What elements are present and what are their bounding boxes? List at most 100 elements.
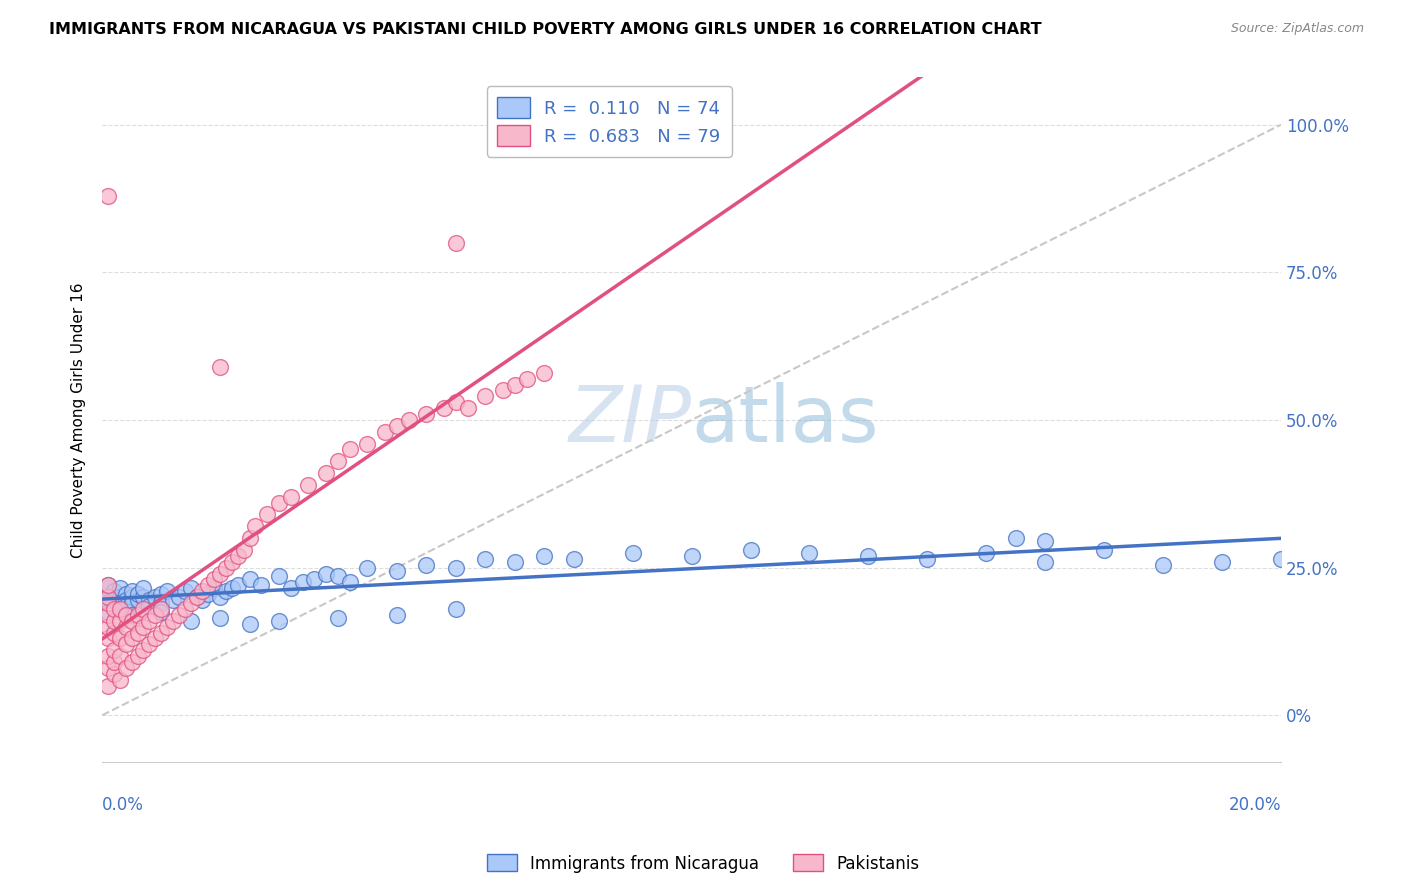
Point (103, 593, 125, 607)
Point (150, 596, 173, 610)
Point (97, 632, 120, 646)
Point (97, 605, 120, 619)
Point (267, 614, 290, 628)
Point (97, 649, 120, 664)
Point (121, 607, 143, 622)
Point (103, 614, 125, 628)
Point (103, 643, 125, 657)
Point (315, 466, 337, 480)
Point (97, 587, 120, 601)
Point (215, 560, 238, 574)
Point (1092, 542, 1115, 557)
Point (127, 625, 149, 640)
Point (197, 587, 219, 601)
Point (127, 593, 149, 607)
Point (503, 555, 526, 569)
Point (221, 581, 243, 595)
Point (114, 607, 136, 622)
Point (202, 573, 225, 587)
Point (173, 602, 195, 616)
Point (103, 666, 125, 681)
Point (97, 607, 120, 622)
Point (533, 366, 555, 380)
Point (173, 584, 195, 599)
Point (457, 401, 479, 416)
Point (127, 607, 149, 622)
Point (121, 614, 143, 628)
Point (108, 649, 131, 664)
Point (156, 620, 179, 634)
Point (256, 508, 278, 522)
Point (1033, 534, 1056, 549)
Legend: R =  0.110   N = 74, R =  0.683   N = 79: R = 0.110 N = 74, R = 0.683 N = 79 (486, 87, 731, 157)
Point (339, 575, 361, 590)
Point (167, 590, 190, 604)
Point (562, 551, 585, 566)
Point (280, 490, 302, 504)
Point (209, 359, 232, 374)
Point (103, 655, 125, 669)
Point (503, 377, 526, 392)
Point (132, 581, 155, 595)
Point (121, 655, 143, 669)
Point (186, 590, 208, 604)
Y-axis label: Child Poverty Among Girls Under 16: Child Poverty Among Girls Under 16 (72, 282, 86, 558)
Point (150, 587, 173, 601)
Point (103, 590, 125, 604)
Text: ZIP: ZIP (568, 382, 692, 458)
Point (108, 614, 131, 628)
Point (474, 389, 496, 403)
Point (326, 569, 349, 583)
Point (108, 602, 131, 616)
Point (799, 546, 821, 560)
Point (226, 549, 249, 563)
Point (138, 593, 160, 607)
Point (167, 607, 190, 622)
Point (114, 587, 136, 601)
Point (150, 605, 173, 619)
Point (250, 578, 273, 592)
Point (114, 599, 136, 613)
Point (121, 584, 143, 599)
Text: 20.0%: 20.0% (1229, 797, 1281, 814)
Point (238, 573, 260, 587)
Point (444, 235, 467, 250)
Point (191, 584, 214, 599)
Point (121, 596, 143, 610)
Point (186, 590, 208, 604)
Point (245, 519, 267, 533)
Point (180, 614, 202, 628)
Point (398, 413, 420, 427)
Point (1004, 531, 1026, 545)
Point (114, 593, 136, 607)
Point (97, 620, 120, 634)
Point (326, 611, 349, 625)
Point (681, 549, 703, 563)
Point (114, 620, 136, 634)
Point (1033, 555, 1056, 569)
Point (209, 566, 232, 581)
Point (97, 578, 120, 592)
Point (415, 558, 437, 572)
Point (138, 599, 160, 613)
Point (356, 560, 378, 574)
Point (385, 418, 408, 433)
Point (433, 401, 456, 416)
Point (232, 542, 254, 557)
Point (97, 593, 120, 607)
Point (209, 590, 232, 604)
Point (138, 614, 160, 628)
Point (132, 620, 155, 634)
Point (103, 584, 125, 599)
Point (132, 590, 155, 604)
Point (621, 546, 644, 560)
Point (297, 478, 319, 492)
Point (121, 590, 143, 604)
Point (1152, 558, 1174, 572)
Point (444, 560, 467, 574)
Point (108, 596, 131, 610)
Point (108, 632, 131, 646)
Point (138, 637, 160, 651)
Point (304, 573, 326, 587)
Point (97, 581, 120, 595)
